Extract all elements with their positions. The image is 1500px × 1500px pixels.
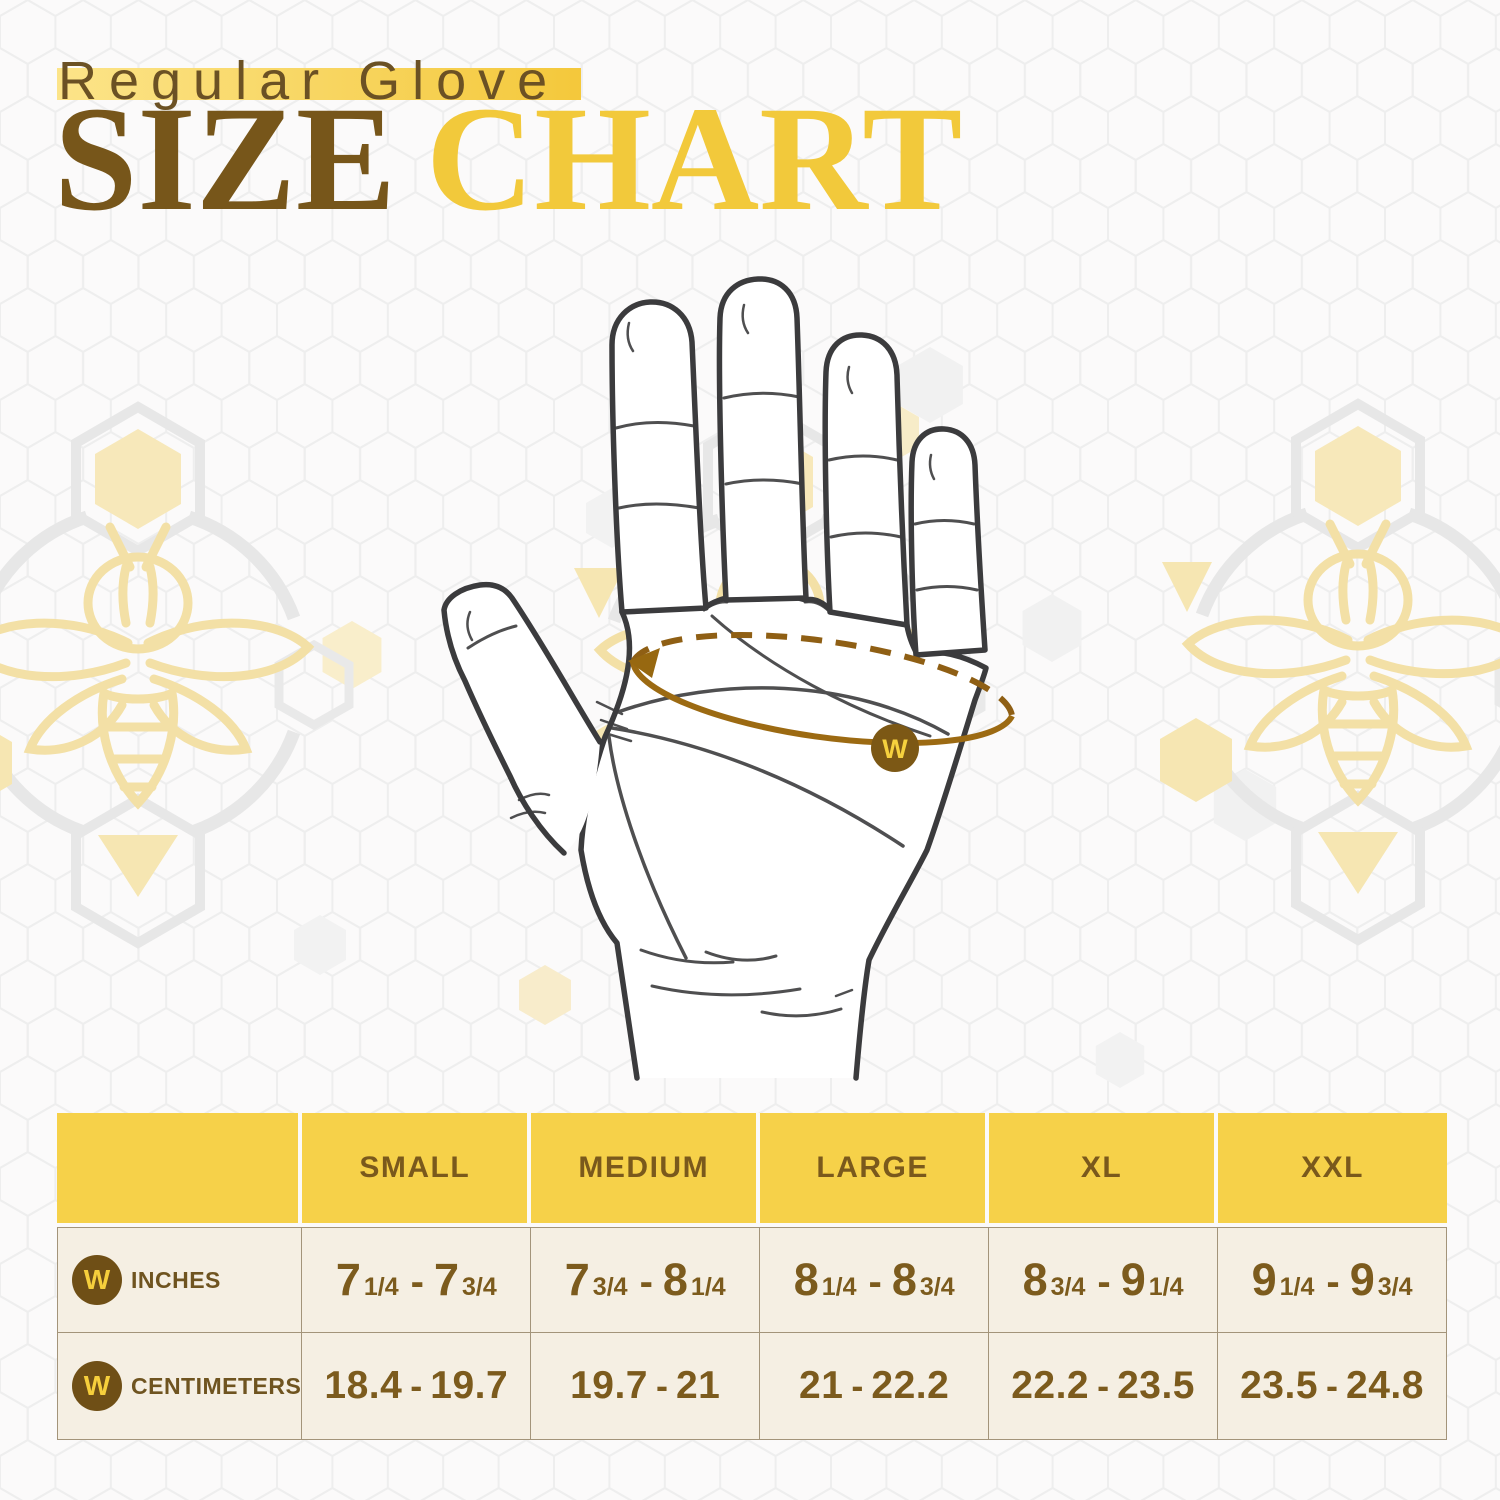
size-column-header-xxl: XXL bbox=[1218, 1113, 1447, 1227]
measure-solid-arc bbox=[630, 661, 1015, 747]
value-cell-inches-xl: 8 3/4-9 1/4 bbox=[989, 1227, 1219, 1333]
measurement-line: W bbox=[628, 631, 1015, 772]
table-corner-cell bbox=[57, 1113, 303, 1227]
pinky-finger bbox=[908, 426, 988, 658]
measure-dashed-arc bbox=[630, 631, 1015, 717]
row-label-centimeters: W CENTIMETERS bbox=[57, 1333, 303, 1440]
value-cell-centimeters-medium: 19.7-21 bbox=[531, 1333, 761, 1440]
value-cell-centimeters-small: 18.4-19.7 bbox=[302, 1333, 532, 1440]
row-label-inches: W INCHES bbox=[57, 1227, 303, 1333]
hand-outline bbox=[441, 276, 989, 1081]
middle-finger bbox=[716, 276, 809, 603]
title-highlight-bar bbox=[57, 68, 581, 100]
size-table: SMALL MEDIUM LARGE XL XXL W INCHES 7 1/4-7 3/4 7 3/… bbox=[57, 1113, 1447, 1440]
w-badge-icon: W bbox=[72, 1255, 122, 1305]
size-column-header-xl: XL bbox=[989, 1113, 1219, 1227]
size-column-header-medium: MEDIUM bbox=[531, 1113, 761, 1227]
value-cell-inches-large: 8 1/4-8 3/4 bbox=[760, 1227, 990, 1333]
value-cell-inches-xxl: 9 1/4-9 3/4 bbox=[1218, 1227, 1447, 1333]
page-title: SIZE CHART bbox=[54, 84, 962, 234]
value-cell-inches-medium: 7 3/4-8 1/4 bbox=[531, 1227, 761, 1333]
title-size-word: SIZE bbox=[54, 76, 396, 242]
title-eyebrow: Regular Glove bbox=[58, 51, 560, 111]
title-chart-word: CHART bbox=[425, 76, 963, 242]
size-column-header-small: SMALL bbox=[302, 1113, 532, 1227]
w-badge-icon: W bbox=[72, 1361, 122, 1411]
index-finger bbox=[609, 299, 709, 615]
value-cell-centimeters-large: 21-22.2 bbox=[760, 1333, 990, 1440]
value-cell-centimeters-xl: 22.2-23.5 bbox=[989, 1333, 1219, 1440]
value-cell-centimeters-xxl: 23.5-24.8 bbox=[1218, 1333, 1447, 1440]
size-column-header-large: LARGE bbox=[760, 1113, 990, 1227]
ring-finger bbox=[822, 332, 910, 628]
w-badge-letter: W bbox=[882, 734, 908, 764]
w-badge-marker: W bbox=[871, 724, 919, 772]
measure-arrowhead bbox=[628, 648, 660, 678]
value-cell-inches-small: 7 1/4-7 3/4 bbox=[302, 1227, 532, 1333]
thumb bbox=[441, 581, 603, 856]
hand-illustration: W bbox=[441, 276, 1015, 1081]
